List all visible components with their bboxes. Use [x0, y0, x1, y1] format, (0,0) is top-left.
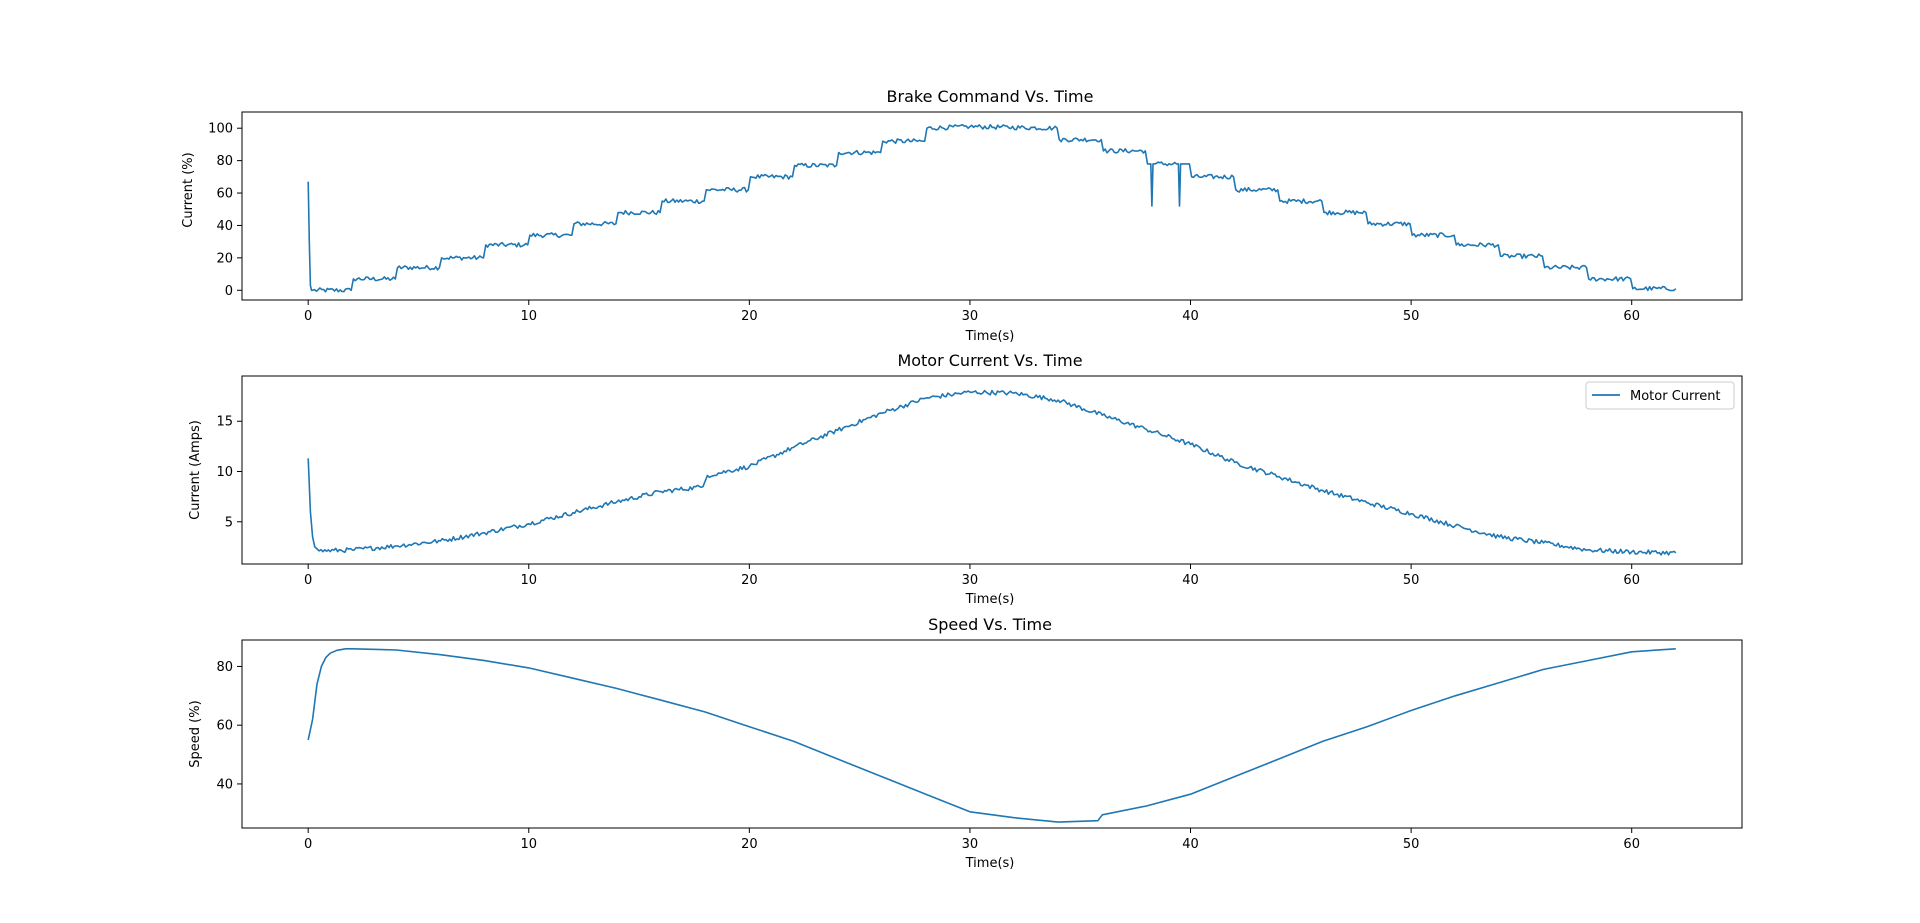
x-tick-label: 60 [1623, 309, 1640, 324]
x-tick-label: 0 [304, 309, 312, 324]
chart-title: Speed Vs. Time [928, 615, 1052, 634]
plot-area [307, 389, 1677, 556]
y-axis-label: Current (%) [181, 152, 196, 227]
plot-area [307, 648, 1676, 823]
y-tick-label: 100 [208, 122, 233, 137]
y-tick-label: 80 [216, 154, 233, 169]
x-tick-label: 20 [741, 309, 758, 324]
y-tick-label: 80 [216, 660, 233, 675]
x-axis-label: Time(s) [965, 592, 1015, 607]
x-tick-label: 20 [741, 837, 758, 852]
axes-frame [241, 111, 1743, 301]
x-axis-label: Time(s) [965, 329, 1015, 344]
x-tick-label: 50 [1403, 309, 1420, 324]
x-tick-label: 60 [1623, 573, 1640, 588]
y-axis-label: Speed (%) [188, 700, 203, 767]
y-axis-label: Current (Amps) [188, 420, 203, 520]
x-tick-label: 50 [1403, 837, 1420, 852]
y-tick-label: 5 [225, 515, 233, 530]
axes-frame [241, 639, 1743, 829]
x-tick-label: 0 [304, 573, 312, 588]
axes-frame [241, 375, 1743, 565]
x-tick-label: 20 [741, 573, 758, 588]
legend-label: Motor Current [1630, 389, 1721, 404]
series-line [307, 123, 1677, 293]
y-tick-label: 40 [216, 219, 233, 234]
x-tick-label: 50 [1403, 573, 1420, 588]
x-tick-label: 10 [520, 837, 537, 852]
motor-current-panel: Motor Current Vs. Time Current (Amps) Ti… [188, 351, 1743, 607]
chart-title: Brake Command Vs. Time [887, 87, 1094, 106]
y-tick-label: 10 [216, 465, 233, 480]
axis-ticks: 0 10 20 30 40 50 60 5 10 15 [216, 415, 1640, 588]
legend-box [1585, 381, 1735, 410]
legend: Motor Current [1585, 381, 1735, 410]
x-tick-label: 30 [962, 573, 979, 588]
x-tick-label: 60 [1623, 837, 1640, 852]
x-tick-label: 30 [962, 837, 979, 852]
axis-ticks: 0 10 20 30 40 50 60 40 60 80 [216, 660, 1640, 852]
x-tick-label: 40 [1182, 837, 1199, 852]
y-tick-label: 15 [216, 415, 233, 430]
x-tick-label: 10 [520, 309, 537, 324]
plot-area [307, 123, 1677, 293]
x-tick-label: 40 [1182, 309, 1199, 324]
series-line [307, 648, 1676, 823]
y-tick-label: 60 [216, 719, 233, 734]
x-tick-label: 0 [304, 837, 312, 852]
x-tick-label: 30 [962, 309, 979, 324]
brake-command-panel: Brake Command Vs. Time Current (%) Time(… [181, 87, 1743, 344]
y-tick-label: 0 [225, 284, 233, 299]
x-tick-label: 10 [520, 573, 537, 588]
chart-title: Motor Current Vs. Time [897, 351, 1082, 370]
speed-panel: Speed Vs. Time Speed (%) Time(s) 0 10 20 30… [188, 615, 1743, 871]
y-tick-label: 60 [216, 187, 233, 202]
y-tick-label: 20 [216, 251, 233, 266]
x-axis-label: Time(s) [965, 856, 1015, 871]
y-tick-label: 40 [216, 777, 233, 792]
series-line [307, 389, 1677, 556]
x-tick-label: 40 [1182, 573, 1199, 588]
axis-ticks: 0 10 20 30 40 50 60 0 20 40 60 80 100 [208, 122, 1640, 324]
